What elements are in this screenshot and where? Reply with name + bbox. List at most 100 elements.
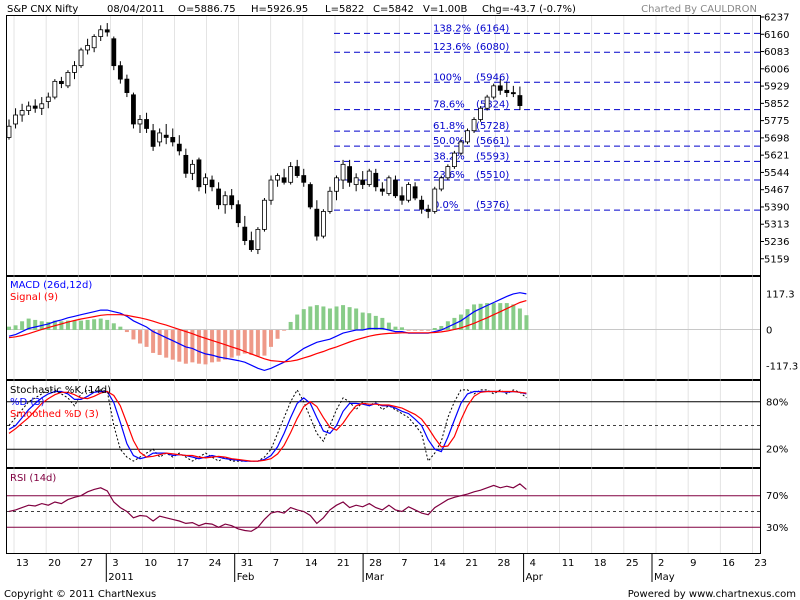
macd-histogram-bar (341, 305, 346, 331)
x-tick-label: 23 (754, 558, 767, 569)
macd-histogram-bar (360, 312, 365, 331)
candle-body (340, 163, 346, 181)
macd-histogram-bar (7, 326, 11, 331)
candle-body (242, 226, 248, 242)
candle-body (314, 208, 320, 237)
candle-body (78, 49, 84, 67)
fibonacci-levels: 138.2% (6164) 123.6% (6080) 100% (5946) 78.6% (… (334, 23, 760, 211)
stochastic-k-legend: Stochastic %K (14d) (10, 385, 111, 396)
macd-histogram-bar (373, 315, 378, 331)
candle-body (170, 137, 176, 143)
candle-body (406, 184, 411, 201)
price-tick-label: 5621 (764, 151, 789, 162)
price-tick-label: 6083 (764, 47, 789, 58)
candle-body (294, 166, 300, 176)
candle-body (393, 179, 398, 197)
macd-histogram-bar (242, 330, 247, 354)
candlesticks (6, 23, 523, 255)
date-axis: 13 20 27 3 10 17 24 31 7 14 21 28 7 14 21 28 4 11 18 25 2 9 16… (16, 554, 767, 583)
fibonacci-level-label: 61.8% (433, 121, 465, 132)
candle-body (72, 65, 77, 73)
macd-histogram-bar (46, 321, 51, 331)
macd-histogram-bar (517, 308, 522, 331)
candle-body (504, 89, 510, 93)
macd-histogram-bar (426, 330, 431, 331)
vertical-gridlines (13, 16, 753, 553)
candle-body (491, 85, 497, 98)
fibonacci-level-label: 100% (433, 72, 462, 83)
candle-body (189, 163, 195, 174)
candle-body (353, 177, 359, 185)
fibonacci-level-label: 0.0% (433, 200, 458, 211)
macd-histogram-bar (511, 304, 516, 331)
macd-histogram-bar (524, 315, 529, 331)
stochastic-d-line (8, 390, 527, 462)
macd-histogram-bar (380, 317, 385, 331)
candle-body (163, 134, 169, 138)
macd-histogram-bar (124, 330, 129, 333)
macd-histogram-bar (472, 304, 477, 331)
price-tick-label: 5544 (764, 168, 789, 179)
rsi-tick-label: 30% (766, 523, 788, 534)
macd-histogram-bar (118, 326, 123, 331)
candle-body (39, 103, 45, 109)
fibonacci-level-label: 138.2% (433, 23, 471, 34)
x-tick-label: 14 (433, 558, 446, 569)
macd-histogram-bar (334, 306, 339, 331)
month-label: Apr (526, 572, 544, 583)
macd-axis-ticks: 117.3 0 -117.3 (766, 290, 798, 373)
candle-body (26, 105, 32, 111)
stochastic-tick-label: 20% (766, 445, 788, 456)
x-tick-label: 28 (498, 558, 511, 569)
macd-histogram-bar (439, 325, 444, 331)
macd-histogram-bar (255, 330, 260, 357)
price-panel-frame (6, 15, 761, 276)
candle-body (117, 65, 123, 80)
macd-histogram-bar (458, 314, 463, 331)
macd-histogram-bar (196, 330, 201, 364)
macd-histogram (7, 303, 529, 365)
month-label: May (654, 572, 675, 583)
candle-body (124, 78, 130, 93)
candle-body (360, 179, 366, 185)
open-price: O=5886.75 (178, 4, 236, 15)
fibonacci-level-label: 38.2% (433, 151, 465, 162)
macd-histogram-bar (105, 319, 110, 331)
candle-body (248, 240, 254, 250)
signal-line (8, 300, 527, 363)
macd-tick-label: 0 (766, 326, 772, 337)
macd-histogram-bar (157, 330, 162, 355)
candle-body (497, 85, 503, 91)
smoothed-d-legend: Smoothed %D (3) (10, 409, 99, 420)
macd-histogram-bar (72, 320, 77, 331)
x-tick-label: 7 (401, 558, 407, 569)
x-tick-label: 14 (305, 558, 318, 569)
candle-body (438, 177, 444, 190)
copyright-text: Copyright © 2011 ChartNexus (4, 589, 156, 600)
x-tick-label: 16 (722, 558, 735, 569)
x-tick-label: 21 (337, 558, 350, 569)
macd-histogram-bar (308, 306, 313, 331)
x-tick-label: 3 (112, 558, 118, 569)
candle-body (157, 132, 163, 143)
rsi-panel-frame (6, 468, 761, 554)
macd-histogram-bar (498, 303, 503, 331)
candle-body (334, 177, 339, 192)
macd-histogram-bar (164, 330, 169, 358)
month-label: 2011 (108, 572, 133, 583)
quote-date: 08/04/2011 (107, 4, 165, 15)
macd-histogram-bar (413, 330, 418, 331)
macd-histogram-bar (445, 321, 450, 331)
candle-body (144, 119, 149, 129)
macd-histogram-bar (210, 330, 215, 363)
x-tick-label: 21 (465, 558, 478, 569)
price-tick-label: 5775 (764, 116, 789, 127)
candle-body (45, 96, 51, 102)
candle-body (465, 130, 470, 143)
macd-histogram-bar (229, 330, 234, 358)
candle-body (104, 29, 110, 33)
candle-body (288, 166, 294, 183)
candle-body (471, 119, 477, 132)
